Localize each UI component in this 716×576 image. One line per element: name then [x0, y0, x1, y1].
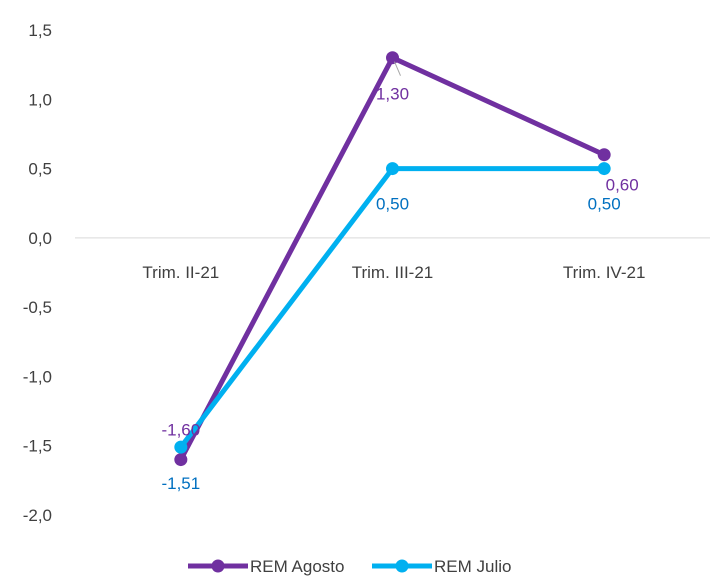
series-layer — [174, 51, 611, 467]
legend-label: REM Agosto — [250, 557, 345, 576]
y-axis: 1,5 1,0 0,5 0,0 -0,5 -1,0 -1,5 -2,0 — [23, 21, 52, 525]
legend: REM Agosto REM Julio — [188, 557, 511, 576]
legend-swatch-marker — [211, 559, 225, 573]
y-tick-label: 0,0 — [28, 229, 52, 248]
data-label: 0,50 — [376, 195, 409, 214]
y-tick-label: 1,5 — [28, 21, 52, 40]
data-label: -1,51 — [161, 474, 200, 493]
data-point — [386, 162, 399, 176]
data-label: 0,60 — [606, 176, 639, 195]
data-point — [386, 51, 399, 65]
label-leader-line — [394, 61, 401, 76]
data-label: 0,50 — [588, 195, 621, 214]
data-point — [174, 453, 188, 467]
y-tick-label: -2,0 — [23, 506, 52, 525]
legend-label: REM Julio — [434, 557, 511, 576]
data-label: -1,60 — [161, 421, 200, 440]
y-tick-label: 0,5 — [28, 160, 52, 179]
series-line-0 — [178, 55, 607, 463]
data-point — [174, 440, 188, 454]
data-point — [597, 148, 611, 162]
y-tick-label: -1,5 — [23, 437, 52, 456]
legend-swatch-marker — [395, 559, 409, 573]
x-tick-label: Trim. II-21 — [142, 263, 219, 282]
y-tick-label: -1,0 — [23, 367, 52, 386]
y-tick-label: -0,5 — [23, 298, 52, 317]
data-labels: -1,60 1,30 0,60 -1,51 0,50 0,50 — [161, 61, 639, 493]
y-tick-label: 1,0 — [28, 90, 52, 109]
x-axis: Trim. II-21 Trim. III-21 Trim. IV-21 — [142, 263, 645, 282]
x-tick-label: Trim. IV-21 — [563, 263, 646, 282]
x-tick-label: Trim. III-21 — [352, 263, 434, 282]
data-point — [597, 162, 611, 176]
data-label: 1,30 — [376, 85, 409, 104]
